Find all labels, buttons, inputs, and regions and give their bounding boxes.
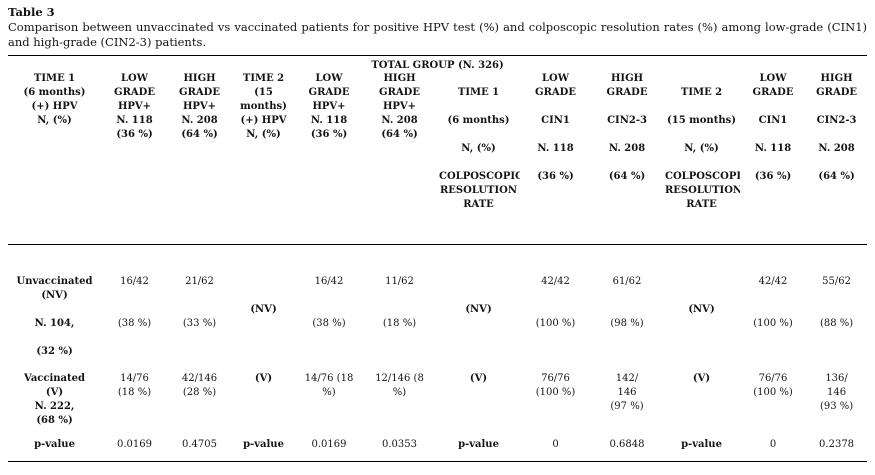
cell-unvacc-hpv-highgrade-t2: 11/62 (18 %) bbox=[382, 276, 417, 329]
cell-vacc-res-cin1-t2: 76/76 (100 %) bbox=[753, 373, 793, 398]
header-highgrade-cin23-t2: HIGH GRADE CIN2-3 N. 208 (64 %) bbox=[806, 72, 868, 245]
cell-vacc-res-cin23-t2: 136/ 146 (93 %) bbox=[819, 373, 854, 412]
cell-unvacc-nv-marker-t2: (NV) bbox=[250, 304, 277, 315]
row-label-pvalue-1: p-value bbox=[34, 439, 75, 450]
paper-page: Table 3 Comparison between unvaccinated … bbox=[8, 5, 868, 462]
header-lowgrade-hpv-t1: LOW GRADE HPV+ N. 118 (36 %) bbox=[101, 72, 168, 245]
table-caption-block: Table 3 Comparison between unvaccinated … bbox=[8, 5, 867, 50]
table-number: Table 3 bbox=[8, 5, 55, 19]
row-label-pvalue-2: p-value bbox=[243, 439, 284, 450]
cell-unvacc-res-cin23-t2: 55/62 (88 %) bbox=[819, 276, 854, 329]
row-pvalue: p-value 0.0169 0.4705 p-value 0.0169 0.0… bbox=[8, 428, 867, 462]
header-highgrade-hpv-t2: HIGH GRADE HPV+ N. 208 (64 %) bbox=[362, 72, 437, 245]
cell-unvacc-res-cin23-t1: 61/62 (98 %) bbox=[610, 276, 644, 329]
header-lowgrade-hpv-t2: LOW GRADE HPV+ N. 118 (36 %) bbox=[296, 72, 362, 245]
cell-vacc-v-marker-t2: (V) bbox=[254, 373, 273, 384]
cell-pvalue-res-cin23-t2: 0.2378 bbox=[819, 439, 855, 450]
cell-unvacc-hpv-lowgrade-t1: 16/42 (38 %) bbox=[117, 276, 152, 329]
header-highgrade-cin23-t1: HIGH GRADE CIN2-3 N. 208 (64 %) bbox=[591, 72, 663, 245]
header-highgrade-hpv-t1: HIGH GRADE HPV+ N. 208 (64 %) bbox=[168, 72, 231, 245]
cell-pvalue-hpv-highgrade-t1: 0.4705 bbox=[182, 439, 217, 450]
cell-unvacc-nv-marker-res-t2: (NV) bbox=[688, 304, 715, 315]
cell-vacc-res-cin1-t1: 76/76 (100 %) bbox=[535, 373, 576, 398]
cell-unvacc-hpv-highgrade-t1: 21/62 (33 %) bbox=[182, 276, 217, 329]
comparison-table: TOTAL GROUP (N. 326) TIME 1 (6 months) (… bbox=[8, 55, 868, 462]
row-label-pvalue-3: p-value bbox=[458, 439, 499, 450]
header-time2-colposcopic-resolution: TIME 2 (15 months) N, (%) COLPOSCOPIC RE… bbox=[663, 72, 740, 245]
cell-unvacc-res-cin1-t1: 42/42 (100 %) bbox=[535, 276, 576, 329]
cell-vacc-v-marker-res-t2: (V) bbox=[692, 373, 711, 384]
cell-pvalue-hpv-highgrade-t2: 0.0353 bbox=[382, 439, 417, 450]
cell-vacc-hpv-lowgrade-t1: 14/76 (18 %) bbox=[117, 373, 152, 398]
column-header-row: TIME 1 (6 months) (+) HPV N, (%) LOW GRA… bbox=[8, 72, 868, 245]
total-group-row: TOTAL GROUP (N. 326) bbox=[8, 56, 867, 73]
cell-unvacc-hpv-lowgrade-t2: 16/42 (38 %) bbox=[312, 276, 346, 329]
cell-vacc-hpv-highgrade-t1: 42/146 (28 %) bbox=[181, 373, 218, 398]
table-description: Comparison between unvaccinated vs vacci… bbox=[8, 20, 867, 49]
cell-pvalue-hpv-lowgrade-t2: 0.0169 bbox=[311, 439, 347, 450]
cell-vacc-v-marker-res-t1: (V) bbox=[469, 373, 488, 384]
row-unvaccinated: Unvaccinated (NV) N. 104, (32 %) 16/42 (… bbox=[8, 245, 867, 360]
cell-pvalue-hpv-lowgrade-t1: 0.0169 bbox=[117, 439, 152, 450]
cell-pvalue-res-cin23-t1: 0.6848 bbox=[609, 439, 645, 450]
row-label-unvaccinated: Unvaccinated (NV) N. 104, (32 %) bbox=[16, 276, 93, 357]
row-vaccinated: Vaccinated (V) N. 222, (68 %) 14/76 (18 … bbox=[8, 359, 867, 428]
cell-vacc-res-cin23-t1: 142/ 146 (97 %) bbox=[610, 373, 644, 412]
row-label-pvalue-4: p-value bbox=[681, 439, 722, 450]
header-time2-hpv: TIME 2 (15 months) (+) HPV N, (%) bbox=[231, 72, 296, 245]
header-lowgrade-cin1-t2: LOW GRADE CIN1 N. 118 (36 %) bbox=[740, 72, 806, 245]
cell-vacc-hpv-lowgrade-t2: 14/76 (18 %) bbox=[304, 373, 354, 398]
cell-pvalue-res-cin1-t1: 0 bbox=[552, 439, 559, 450]
header-time1-colposcopic-resolution: TIME 1 (6 months) N, (%) COLPOSCOPIC RES… bbox=[437, 72, 520, 245]
cell-unvacc-nv-marker-res-t1: (NV) bbox=[465, 304, 492, 315]
cell-unvacc-res-cin1-t2: 42/42 (100 %) bbox=[753, 276, 793, 329]
cell-pvalue-res-cin1-t2: 0 bbox=[769, 439, 777, 450]
total-group-header: TOTAL GROUP (N. 326) bbox=[371, 60, 504, 71]
header-lowgrade-cin1-t1: LOW GRADE CIN1 N. 118 (36 %) bbox=[520, 72, 591, 245]
row-label-vaccinated: Vaccinated (V) N. 222, (68 %) bbox=[23, 373, 86, 426]
header-time1-hpv: TIME 1 (6 months) (+) HPV N, (%) bbox=[8, 72, 101, 245]
cell-vacc-hpv-highgrade-t2: 12/146 (8 %) bbox=[375, 373, 424, 398]
